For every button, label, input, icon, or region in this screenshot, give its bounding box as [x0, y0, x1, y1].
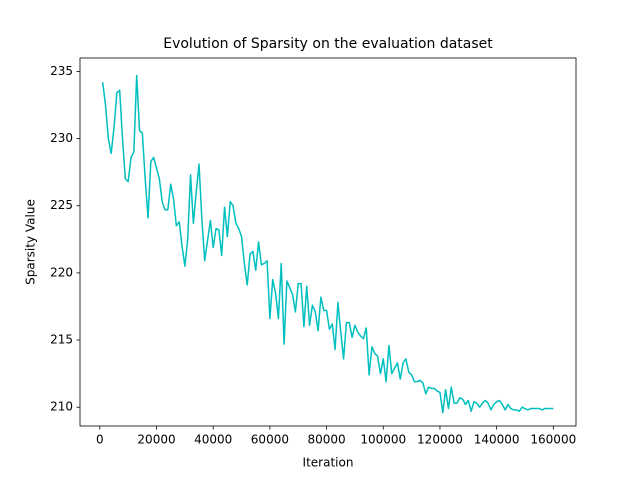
y-tick-label: 215 [50, 333, 73, 347]
chart-title: Evolution of Sparsity on the evaluation … [163, 36, 493, 52]
x-tick-label: 80000 [307, 433, 345, 447]
x-tick-label: 60000 [251, 433, 289, 447]
y-tick-label: 210 [50, 400, 73, 414]
x-tick-label: 20000 [137, 433, 175, 447]
x-tick-label: 140000 [474, 433, 520, 447]
x-tick-label: 160000 [530, 433, 576, 447]
plot-frame [79, 57, 577, 427]
y-tick-label: 220 [50, 265, 73, 279]
x-tick-label: 0 [96, 433, 104, 447]
y-axis-label: Sparsity Value [24, 199, 38, 285]
x-tick-label: 40000 [194, 433, 232, 447]
x-axis-label: Iteration [303, 456, 354, 470]
data-line [101, 74, 554, 414]
x-tick-label: 100000 [360, 433, 406, 447]
y-tick-label: 235 [50, 64, 73, 78]
x-tick-label: 120000 [417, 433, 463, 447]
y-tick-label: 230 [50, 131, 73, 145]
y-tick-label: 225 [50, 198, 73, 212]
